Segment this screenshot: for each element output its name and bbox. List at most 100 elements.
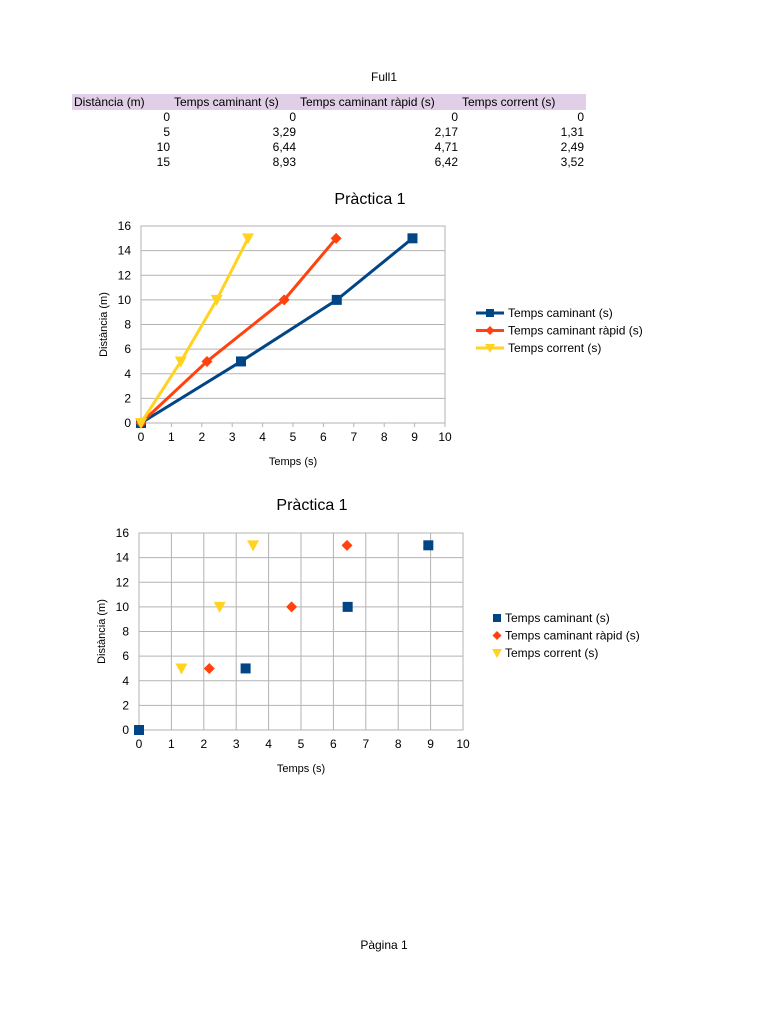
data-point bbox=[174, 356, 187, 368]
data-table: Distància (m) Temps caminant (s) Temps c… bbox=[72, 94, 586, 170]
y-tick-label: 8 bbox=[122, 625, 129, 639]
chart-title: Pràctica 1 bbox=[334, 191, 405, 208]
x-tick-label: 9 bbox=[411, 430, 418, 444]
x-tick-label: 8 bbox=[395, 737, 402, 751]
series-1 bbox=[134, 540, 434, 735]
series-2 bbox=[203, 539, 353, 674]
legend-marker bbox=[493, 614, 501, 622]
column-header: Temps caminant ràpid (s) bbox=[298, 94, 460, 110]
legend-item: Temps caminant (s) bbox=[493, 611, 610, 625]
data-point bbox=[240, 663, 251, 674]
plot-area bbox=[140, 225, 446, 424]
table-cell: 15 bbox=[156, 155, 170, 169]
table-cell: 0 bbox=[577, 110, 584, 124]
data-point bbox=[213, 601, 226, 613]
column-header: Distància (m) bbox=[72, 94, 172, 110]
y-axis-label: Distància (m) bbox=[98, 292, 110, 357]
x-tick-label: 6 bbox=[330, 737, 337, 751]
x-tick-label: 2 bbox=[200, 737, 207, 751]
x-tick-label: 7 bbox=[350, 430, 357, 444]
series-3 bbox=[175, 540, 260, 675]
table-cell: 8,93 bbox=[272, 155, 296, 169]
y-tick-label: 2 bbox=[122, 698, 129, 712]
page-footer: Pàgina 1 bbox=[360, 938, 408, 952]
data-point bbox=[201, 355, 213, 367]
x-tick-label: 9 bbox=[427, 737, 434, 751]
legend-item: Temps corrent (s) bbox=[476, 341, 601, 355]
chart-title: Pràctica 1 bbox=[276, 497, 347, 514]
x-tick-label: 8 bbox=[381, 430, 388, 444]
y-tick-label: 2 bbox=[124, 391, 131, 405]
table-cell: 3,29 bbox=[272, 125, 296, 139]
series-3 bbox=[135, 233, 255, 429]
y-tick-label: 10 bbox=[118, 293, 132, 307]
data-point bbox=[236, 356, 247, 367]
table-cell: 0 bbox=[163, 110, 170, 124]
data-point bbox=[203, 662, 215, 674]
x-axis-label: Temps (s) bbox=[269, 456, 317, 468]
y-tick-label: 0 bbox=[122, 723, 129, 737]
legend-marker bbox=[492, 631, 502, 640]
y-tick-label: 12 bbox=[116, 575, 130, 589]
table-cell: 10 bbox=[156, 140, 170, 154]
x-tick-label: 3 bbox=[233, 737, 240, 751]
legend-label: Temps corrent (s) bbox=[505, 646, 598, 660]
y-tick-label: 14 bbox=[118, 244, 132, 258]
x-tick-label: 5 bbox=[298, 737, 305, 751]
table-row: 5 3,29 2,17 1,31 bbox=[72, 125, 586, 140]
legend-item: Temps caminant ràpid (s) bbox=[492, 629, 640, 643]
series-line bbox=[140, 237, 414, 425]
table-row: 10 6,44 4,71 2,49 bbox=[72, 140, 586, 155]
data-point bbox=[134, 725, 144, 735]
y-tick-label: 6 bbox=[124, 342, 131, 356]
data-point bbox=[341, 539, 353, 551]
column-header: Temps corrent (s) bbox=[460, 94, 586, 110]
y-tick-label: 12 bbox=[118, 268, 132, 282]
data-point bbox=[278, 294, 290, 306]
y-tick-label: 16 bbox=[118, 219, 132, 233]
x-axis-label: Temps (s) bbox=[277, 763, 325, 775]
legend-label: Temps caminant (s) bbox=[505, 611, 610, 625]
y-tick-label: 4 bbox=[122, 674, 129, 688]
x-tick-label: 10 bbox=[438, 430, 452, 444]
legend-marker bbox=[486, 309, 494, 317]
table-header-row: Distància (m) Temps caminant (s) Temps c… bbox=[72, 94, 586, 110]
x-tick-label: 7 bbox=[362, 737, 369, 751]
y-tick-label: 6 bbox=[122, 649, 129, 663]
data-point bbox=[247, 540, 260, 552]
table-row: 0 0 0 0 bbox=[72, 110, 586, 125]
table-cell: 6,42 bbox=[434, 155, 458, 169]
legend-item: Temps caminant ràpid (s) bbox=[476, 324, 643, 338]
data-point bbox=[175, 663, 188, 675]
data-point bbox=[342, 601, 353, 612]
x-tick-label: 10 bbox=[456, 737, 470, 751]
data-point bbox=[242, 233, 255, 245]
data-point bbox=[210, 294, 223, 306]
table-cell: 4,71 bbox=[434, 140, 458, 154]
x-tick-label: 1 bbox=[168, 430, 175, 444]
legend-label: Temps caminant ràpid (s) bbox=[508, 324, 643, 338]
data-point bbox=[135, 418, 147, 429]
sheet-title: Full1 bbox=[370, 70, 397, 84]
table-cell: 0 bbox=[289, 110, 296, 124]
table-cell: 6,44 bbox=[272, 140, 296, 154]
y-tick-label: 8 bbox=[124, 318, 131, 332]
legend-item: Temps corrent (s) bbox=[492, 646, 598, 660]
legend-marker bbox=[492, 649, 502, 658]
series-line bbox=[139, 237, 338, 425]
series-2 bbox=[135, 232, 342, 429]
legend-label: Temps caminant (s) bbox=[508, 306, 613, 320]
y-tick-label: 4 bbox=[124, 367, 131, 381]
x-tick-label: 3 bbox=[229, 430, 236, 444]
y-tick-label: 16 bbox=[116, 526, 130, 540]
table-cell: 3,52 bbox=[560, 155, 584, 169]
legend-marker bbox=[485, 326, 495, 335]
y-tick-label: 14 bbox=[116, 551, 130, 565]
table-cell: 2,17 bbox=[434, 125, 458, 139]
data-point bbox=[423, 540, 434, 551]
table-cell: 5 bbox=[163, 125, 170, 139]
x-tick-label: 4 bbox=[265, 737, 272, 751]
legend-label: Temps corrent (s) bbox=[508, 341, 601, 355]
